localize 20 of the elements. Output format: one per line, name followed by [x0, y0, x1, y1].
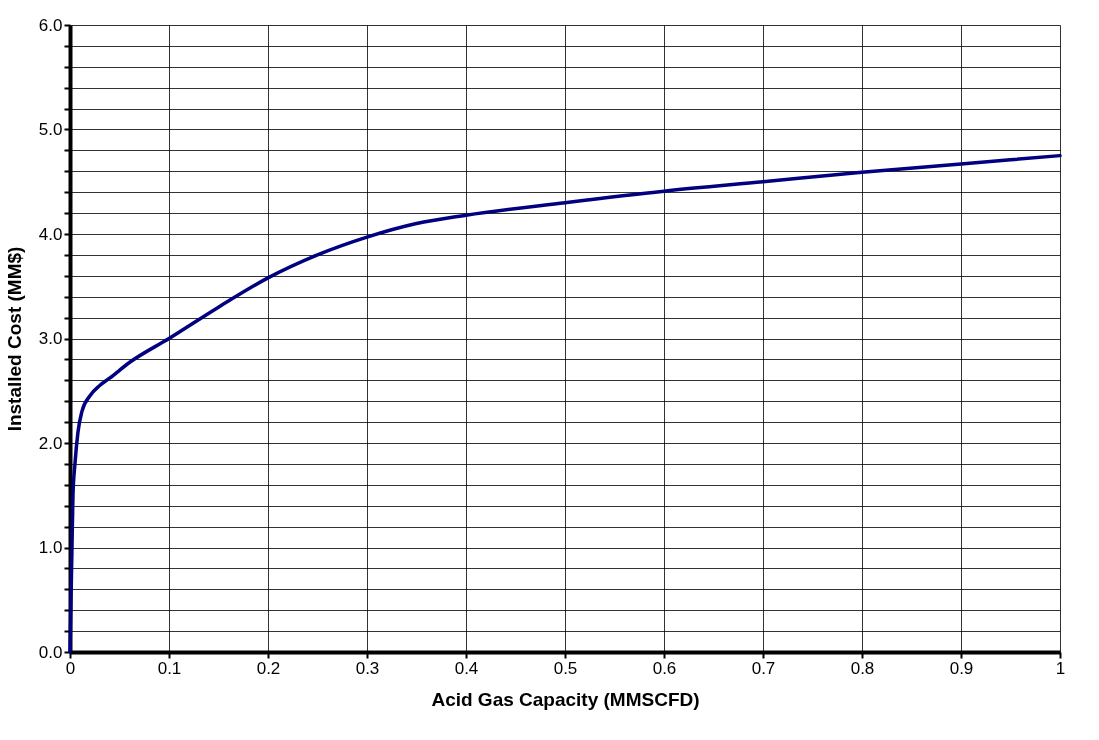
- x-tick-label: 0.3: [355, 658, 380, 678]
- y-tick-label: 4.0: [38, 224, 63, 244]
- x-tick-label: 0.7: [751, 658, 776, 678]
- y-tick-label: 6.0: [38, 15, 63, 35]
- y-axis-title: Installed Cost (MM$): [3, 246, 25, 432]
- x-tick-label: 0.2: [256, 658, 281, 678]
- x-tick-label: 0.5: [553, 658, 578, 678]
- y-tick-label: 5.0: [38, 120, 63, 139]
- x-tick-label: 0: [65, 658, 76, 678]
- x-tick-label: 0.6: [652, 658, 677, 678]
- x-tick-label: 1: [1055, 658, 1066, 678]
- x-tick-label: 0.4: [454, 658, 479, 678]
- x-tick-label: 0.1: [157, 658, 182, 678]
- y-tick-label: 1.0: [38, 538, 63, 557]
- y-tick-label: 2.0: [38, 433, 63, 453]
- x-tick-label: 0.8: [850, 658, 875, 678]
- x-axis-title: Acid Gas Capacity (MMSCFD): [431, 688, 700, 710]
- x-tick-label: 0.9: [949, 658, 974, 678]
- y-tick-label: 0.0: [38, 642, 63, 662]
- y-tick-label: 3.0: [38, 329, 63, 348]
